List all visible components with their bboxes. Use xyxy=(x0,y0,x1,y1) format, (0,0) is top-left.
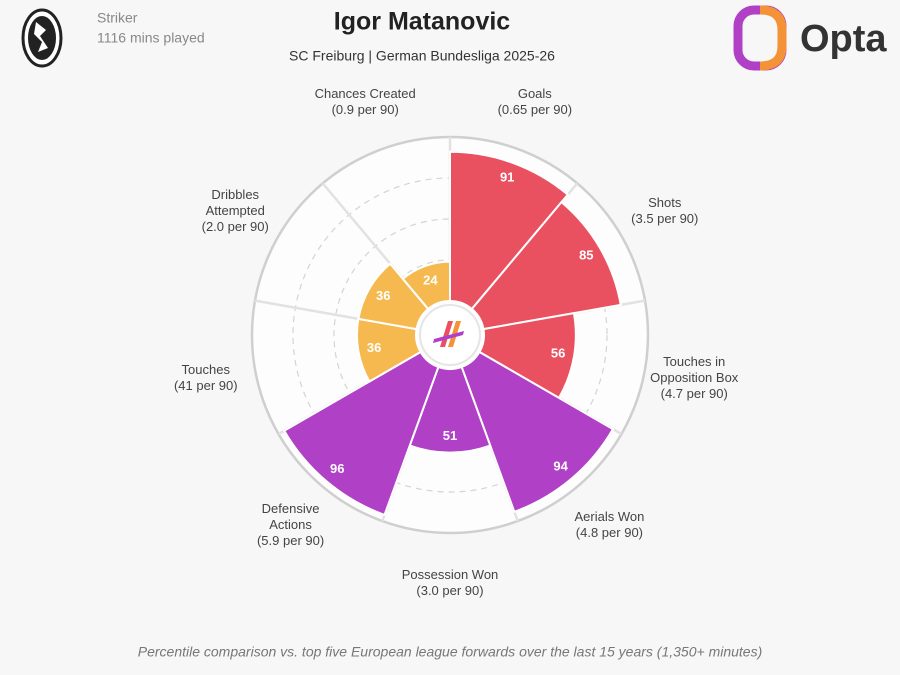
chart-title: Igor Matanovic xyxy=(334,8,511,36)
center-logo xyxy=(440,321,453,347)
per90-label: (41 per 90) xyxy=(173,378,238,394)
category-label: Shots (3.5 per 90) xyxy=(631,195,698,227)
category-label: Possession Won (3.0 per 90) xyxy=(402,567,499,599)
value-label: 96 xyxy=(330,461,344,476)
category-label: Defensive Actions (5.9 per 90) xyxy=(257,501,324,549)
value-label: 36 xyxy=(376,288,390,303)
chart-subtitle: SC Freiburg | German Bundesliga 2025-26 xyxy=(289,48,555,64)
minutes: 1116 mins played xyxy=(97,30,205,46)
bar xyxy=(460,350,615,514)
per90-label: (4.7 per 90) xyxy=(660,386,728,402)
bar xyxy=(357,262,430,331)
category-name: Touches xyxy=(181,362,230,378)
value-label: 91 xyxy=(500,169,514,184)
category-label: Goals (0.65 per 90) xyxy=(498,86,572,118)
footnote: Percentile comparison vs. top five Europ… xyxy=(138,644,763,660)
bar xyxy=(408,365,492,454)
per90-label: (2.0 per 90) xyxy=(201,219,269,234)
category-name: Dribbles Attempted xyxy=(205,187,265,218)
per90-label: (3.0 per 90) xyxy=(416,583,484,598)
value-label: 94 xyxy=(553,458,568,473)
category-name: Possession Won xyxy=(401,567,499,582)
bar xyxy=(449,150,570,311)
category-label: Aerials Won (4.8 per 90) xyxy=(574,509,644,541)
per90-label: (0.9 per 90) xyxy=(331,101,399,117)
brand: Opta xyxy=(800,18,887,60)
value-label: 56 xyxy=(551,346,565,361)
value-label: 85 xyxy=(579,248,593,263)
position: Striker xyxy=(97,10,138,26)
category-label: Touches in Opposition Box (4.7 per 90) xyxy=(650,354,738,402)
category-name: Touches in Opposition Box xyxy=(650,354,739,386)
value-label: 51 xyxy=(443,428,457,443)
value-label: 36 xyxy=(367,340,381,355)
category-label: Chances Created (0.9 per 90) xyxy=(315,86,416,118)
center-logo xyxy=(433,331,464,343)
category-label: Touches (41 per 90) xyxy=(174,362,238,394)
category-label: Dribbles Attempted (2.0 per 90) xyxy=(202,187,269,235)
club-badge xyxy=(21,8,63,68)
value-label: 24 xyxy=(423,273,438,288)
bar xyxy=(282,350,440,517)
bar xyxy=(401,260,451,311)
opta-logo xyxy=(733,5,787,71)
category-name: Aerials Won xyxy=(574,508,645,524)
category-name: Goals xyxy=(517,85,552,101)
per90-label: (0.65 per 90) xyxy=(497,101,573,117)
category-name: Shots xyxy=(648,195,682,210)
per90-label: (5.9 per 90) xyxy=(256,532,325,548)
bar xyxy=(470,200,622,331)
per90-label: (4.8 per 90) xyxy=(575,524,643,540)
category-name: Chances Created xyxy=(314,85,416,101)
category-name: Defensive Actions xyxy=(261,500,320,532)
bar xyxy=(478,311,577,400)
per90-label: (3.5 per 90) xyxy=(631,211,699,226)
